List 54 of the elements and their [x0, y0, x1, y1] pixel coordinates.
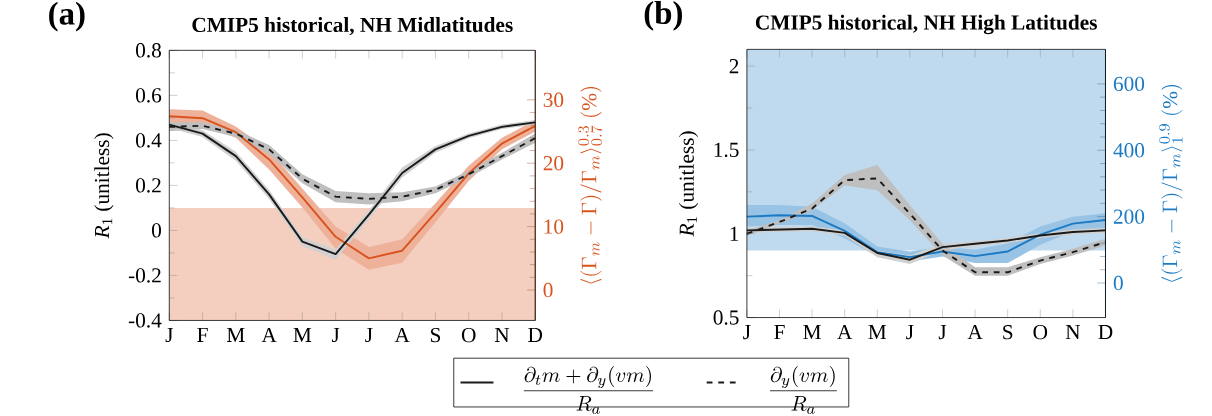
- chart-title: CMIP5 historical, NH Midlatitudes: [192, 16, 513, 36]
- x-tick-label: S: [1003, 324, 1013, 340]
- x-tick-label: S: [430, 327, 441, 343]
- y2-tick-label: 0: [543, 282, 553, 298]
- x-tick-label: F: [774, 324, 785, 339]
- y-tick-label: -0.2: [128, 268, 161, 283]
- x-tick-label: D: [1098, 324, 1113, 339]
- y-tick-label: 0.8: [136, 42, 161, 58]
- x-tick-label: O: [1033, 324, 1048, 340]
- text: (b): [644, 0, 683, 31]
- y-tick-label: 0.4: [136, 133, 162, 148]
- x-tick-label: A: [837, 324, 853, 339]
- line-series: [746, 214, 1106, 258]
- x-tick-label: J: [743, 324, 751, 340]
- y2-tick-label: 0: [1113, 275, 1123, 291]
- x-tick-label: J: [331, 327, 340, 342]
- text: (a): [49, 1, 85, 32]
- y2-axis-title: $\langle(\Gamma_m-\Gamma)/\Gamma_m\rangle^{0.9}_{1}\ (\%)$: [1159, 84, 1183, 282]
- x-tick-label: J: [165, 327, 173, 342]
- x-tick-label: J: [365, 327, 373, 342]
- chart-title: CMIP5 historical, NH High Latitudes: [755, 14, 1097, 35]
- x-tick-label: M: [868, 324, 887, 339]
- x-tick-label: M: [803, 324, 821, 339]
- y-tick-label: 0.2: [136, 178, 161, 193]
- y-tick-label: 1.5: [714, 142, 739, 157]
- y-tick-label: 2: [729, 58, 739, 74]
- y2-tick-label: 200: [1113, 209, 1145, 224]
- y-tick-label: -0.4: [128, 313, 162, 328]
- x-tick-label: N: [494, 327, 510, 342]
- legend-label: $\frac{\partial_y(vm)}{R_a}$: [770, 365, 837, 414]
- x-tick-label: N: [1065, 324, 1081, 339]
- x-tick-label: J: [906, 324, 914, 340]
- y2-tick-label: 600: [1113, 76, 1145, 91]
- y-tick-label: 0.5: [713, 310, 739, 325]
- y2-axis-title: $\langle(\Gamma_m-\Gamma)/\Gamma_m\rangle^{0.3}_{0.7}\ (\%)$: [578, 86, 602, 284]
- x-tick-label: J: [938, 324, 947, 340]
- y2-tick-label: 10: [544, 219, 564, 234]
- legend-label: $\frac{\partial_t m+\partial_y(vm)}{R_a}$: [523, 365, 654, 414]
- y-tick-label: 1: [730, 226, 739, 241]
- y2-tick-label: 400: [1113, 142, 1145, 158]
- x-tick-label: M: [226, 327, 245, 342]
- x-tick-label: F: [197, 327, 208, 342]
- y-tick-label: 0: [151, 223, 161, 238]
- x-tick-label: A: [261, 327, 277, 342]
- x-tick-label: A: [394, 327, 410, 342]
- y2-tick-label: 30: [543, 92, 564, 107]
- y-axis-title: R$_{1}$ (unitless): [94, 133, 114, 239]
- x-tick-label: A: [967, 324, 983, 339]
- x-tick-label: M: [293, 327, 312, 342]
- y-axis-title: R$_{1}$ (unitless): [678, 131, 699, 237]
- x-tick-label: O: [461, 327, 476, 343]
- x-tick-label: D: [528, 327, 543, 342]
- y-tick-label: 0.6: [136, 87, 162, 103]
- y2-tick-label: 20: [543, 155, 564, 171]
